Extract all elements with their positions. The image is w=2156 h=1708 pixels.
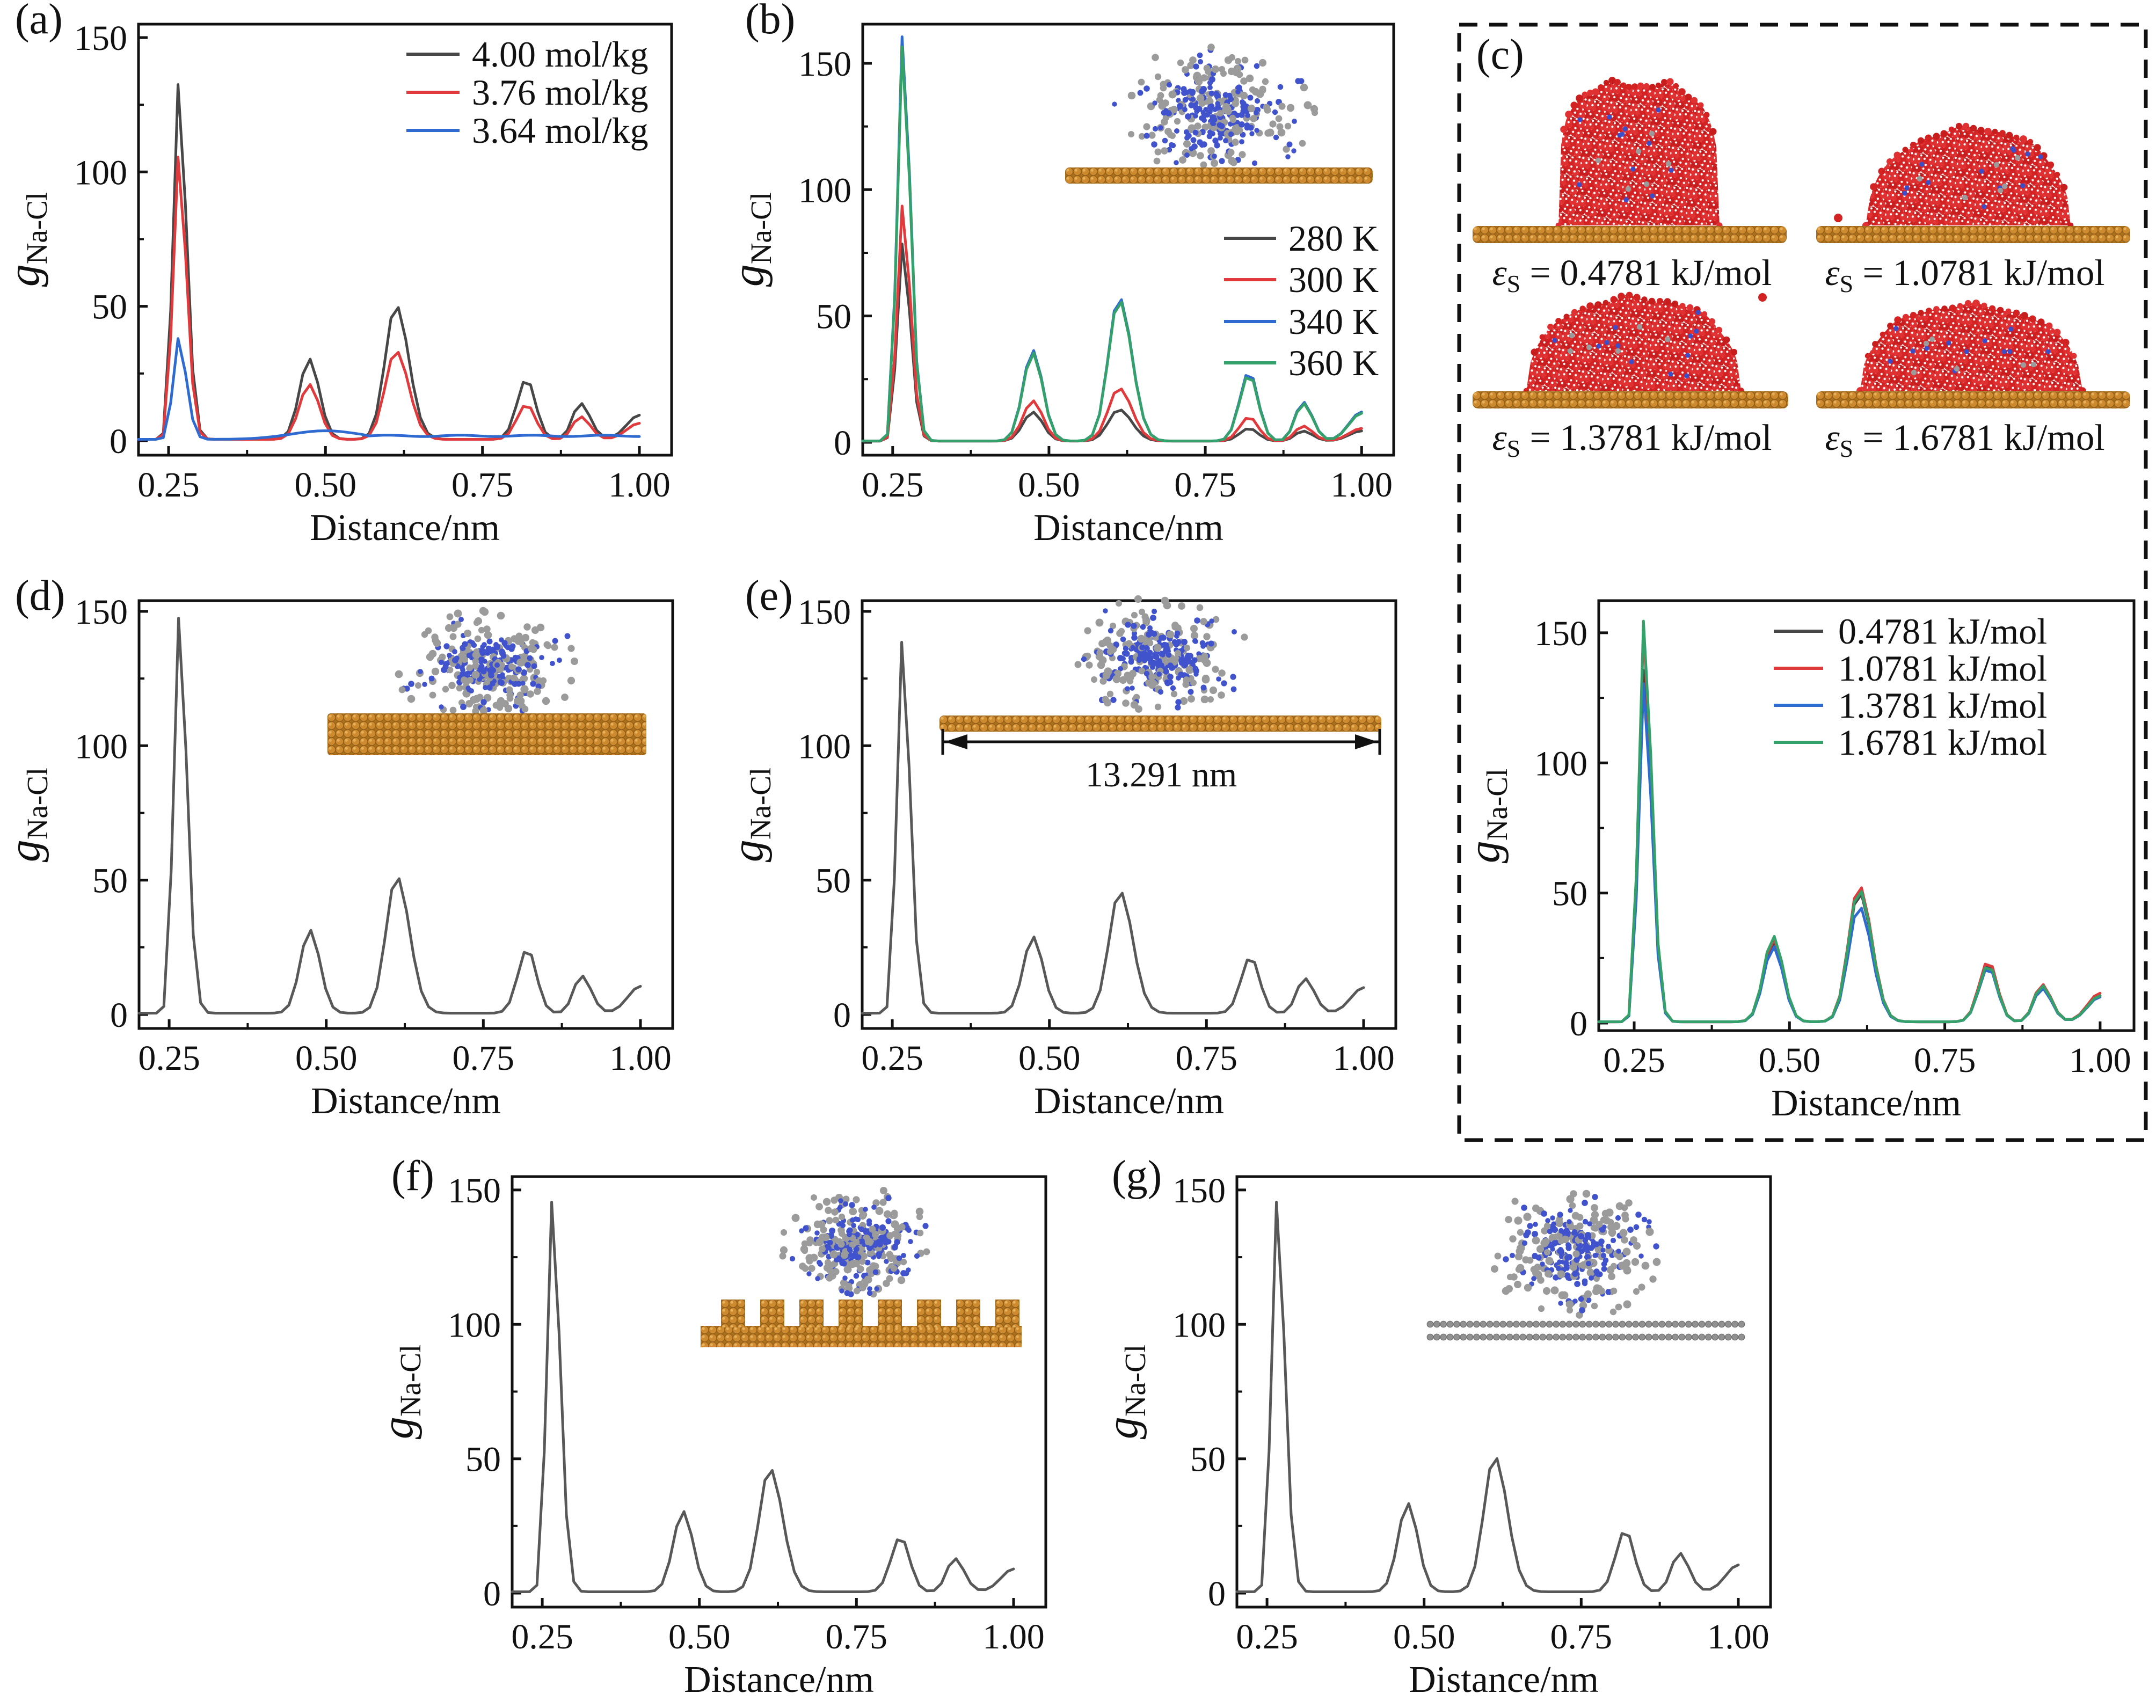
svg-text:(b): (b) <box>745 0 795 43</box>
svg-text:150: 150 <box>74 19 127 58</box>
svg-text:Distance/nm: Distance/nm <box>1771 1083 1961 1124</box>
svg-text:0.50: 0.50 <box>295 465 357 505</box>
svg-text:gNa-Cl: gNa-Cl <box>0 768 54 862</box>
svg-text:50: 50 <box>92 288 127 327</box>
svg-text:0.75: 0.75 <box>826 1617 888 1656</box>
svg-text:0.75: 0.75 <box>1176 1039 1238 1078</box>
svg-text:150: 150 <box>798 45 851 84</box>
svg-text:(c): (c) <box>1476 31 1524 78</box>
svg-text:1.00: 1.00 <box>982 1617 1045 1656</box>
svg-text:4.00 mol/kg: 4.00 mol/kg <box>472 34 649 75</box>
svg-text:0: 0 <box>833 996 851 1035</box>
svg-text:0.25: 0.25 <box>862 465 924 505</box>
svg-text:0: 0 <box>110 996 128 1035</box>
svg-text:1.00: 1.00 <box>609 1039 672 1078</box>
svg-text:gNa-Cl: gNa-Cl <box>1097 1345 1152 1439</box>
svg-text:gNa-Cl: gNa-Cl <box>1459 769 1513 863</box>
svg-text:150: 150 <box>448 1171 501 1210</box>
svg-text:(e): (e) <box>745 572 793 619</box>
svg-text:(a): (a) <box>15 0 63 43</box>
svg-text:0: 0 <box>1208 1574 1226 1614</box>
svg-text:εS = 1.6781 kJ/mol: εS = 1.6781 kJ/mol <box>1825 417 2104 462</box>
svg-text:0.4781 kJ/mol: 0.4781 kJ/mol <box>1838 611 2047 652</box>
svg-text:0.50: 0.50 <box>1018 465 1080 505</box>
svg-text:50: 50 <box>1190 1440 1226 1479</box>
svg-text:3.64 mol/kg: 3.64 mol/kg <box>472 110 649 151</box>
svg-text:340 K: 340 K <box>1288 301 1379 342</box>
svg-text:0.50: 0.50 <box>1759 1041 1821 1080</box>
svg-text:Distance/nm: Distance/nm <box>311 1081 501 1122</box>
svg-text:gNa-Cl: gNa-Cl <box>0 192 53 287</box>
svg-text:3.76 mol/kg: 3.76 mol/kg <box>472 72 649 113</box>
svg-text:0: 0 <box>834 424 851 463</box>
svg-text:150: 150 <box>75 593 128 632</box>
svg-text:280 K: 280 K <box>1288 218 1379 259</box>
svg-text:gNa-Cl: gNa-Cl <box>373 1345 427 1439</box>
svg-text:0.75: 0.75 <box>1174 465 1236 505</box>
svg-text:100: 100 <box>798 171 851 210</box>
svg-text:0.25: 0.25 <box>1236 1617 1298 1656</box>
svg-text:0: 0 <box>483 1574 501 1614</box>
svg-text:(g): (g) <box>1112 1152 1162 1200</box>
svg-text:1.00: 1.00 <box>1331 465 1393 505</box>
svg-text:1.3781 kJ/mol: 1.3781 kJ/mol <box>1838 685 2047 726</box>
svg-text:0.75: 0.75 <box>1550 1617 1613 1656</box>
svg-text:50: 50 <box>92 862 128 901</box>
svg-text:0.50: 0.50 <box>295 1039 358 1078</box>
svg-text:1.0781 kJ/mol: 1.0781 kJ/mol <box>1838 648 2047 689</box>
svg-text:300 K: 300 K <box>1288 259 1379 300</box>
svg-text:Distance/nm: Distance/nm <box>1033 507 1223 549</box>
svg-text:εS = 1.0781 kJ/mol: εS = 1.0781 kJ/mol <box>1825 252 2104 297</box>
svg-text:360 K: 360 K <box>1288 342 1379 383</box>
svg-text:0.25: 0.25 <box>138 1039 200 1078</box>
svg-text:100: 100 <box>1534 744 1587 783</box>
svg-text:0.75: 0.75 <box>451 465 514 505</box>
svg-text:1.00: 1.00 <box>2069 1041 2131 1080</box>
svg-text:13.291 nm: 13.291 nm <box>1086 755 1237 794</box>
svg-text:150: 150 <box>798 593 851 632</box>
svg-text:εS = 0.4781 kJ/mol: εS = 0.4781 kJ/mol <box>1492 252 1772 297</box>
svg-text:0.50: 0.50 <box>1393 1617 1455 1656</box>
svg-text:0.50: 0.50 <box>668 1617 731 1656</box>
svg-text:150: 150 <box>1534 614 1587 653</box>
svg-text:Distance/nm: Distance/nm <box>1034 1081 1224 1122</box>
svg-text:1.00: 1.00 <box>608 465 671 505</box>
svg-text:50: 50 <box>1552 874 1587 914</box>
svg-text:100: 100 <box>798 727 851 766</box>
svg-text:100: 100 <box>75 727 128 766</box>
svg-text:50: 50 <box>815 862 851 901</box>
svg-text:0: 0 <box>1570 1004 1587 1043</box>
svg-text:gNa-Cl: gNa-Cl <box>723 768 777 862</box>
svg-text:1.00: 1.00 <box>1332 1039 1395 1078</box>
svg-text:0: 0 <box>110 422 127 461</box>
svg-text:0.75: 0.75 <box>453 1039 515 1078</box>
svg-text:Distance/nm: Distance/nm <box>1409 1659 1599 1700</box>
svg-text:0.25: 0.25 <box>137 465 200 505</box>
svg-text:100: 100 <box>74 153 127 192</box>
svg-text:0.25: 0.25 <box>1603 1041 1665 1080</box>
svg-text:150: 150 <box>1172 1171 1226 1210</box>
svg-text:100: 100 <box>448 1305 501 1345</box>
svg-text:1.6781 kJ/mol: 1.6781 kJ/mol <box>1838 722 2047 763</box>
svg-text:0.25: 0.25 <box>861 1039 923 1078</box>
svg-text:50: 50 <box>465 1440 501 1479</box>
svg-text:Distance/nm: Distance/nm <box>310 507 500 549</box>
svg-text:0.50: 0.50 <box>1018 1039 1081 1078</box>
svg-text:1.00: 1.00 <box>1707 1617 1769 1656</box>
svg-text:0.25: 0.25 <box>511 1617 573 1656</box>
svg-text:(d): (d) <box>15 572 65 619</box>
svg-text:gNa-Cl: gNa-Cl <box>723 192 777 287</box>
svg-text:Distance/nm: Distance/nm <box>684 1659 874 1700</box>
svg-text:100: 100 <box>1172 1305 1226 1345</box>
svg-text:(f): (f) <box>391 1152 434 1200</box>
svg-text:0.75: 0.75 <box>1914 1041 1976 1080</box>
svg-text:50: 50 <box>816 297 851 337</box>
svg-text:εS = 1.3781 kJ/mol: εS = 1.3781 kJ/mol <box>1492 417 1772 462</box>
